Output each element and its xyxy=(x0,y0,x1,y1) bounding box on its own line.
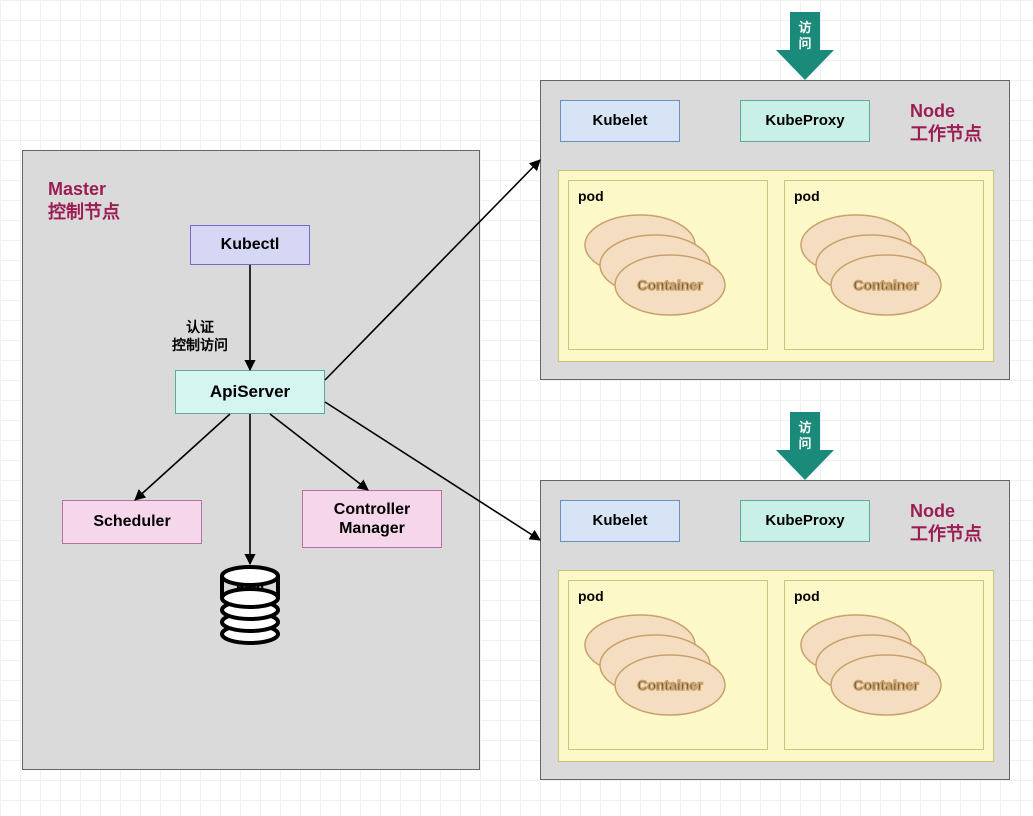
kubeproxy2-label: KubeProxy xyxy=(765,512,844,530)
apiserver-box: ApiServer xyxy=(175,370,325,414)
kubeproxy1-label: KubeProxy xyxy=(765,112,844,130)
access1-text: 访 xyxy=(798,20,811,35)
node2-title-line1: Node xyxy=(910,501,955,521)
node2-title-line2: 工作节点 xyxy=(910,524,982,544)
controller-box: Controller Manager xyxy=(302,490,442,548)
pod2a xyxy=(568,580,768,750)
etcd-label: Etcd xyxy=(236,580,264,595)
kubelet1-label: Kubelet xyxy=(592,112,647,130)
node1-title-line2: 工作节点 xyxy=(910,124,982,144)
kubectl-label: Kubectl xyxy=(221,235,280,254)
kubeproxy1-box: KubeProxy xyxy=(740,100,870,142)
pod2b xyxy=(784,580,984,750)
master-title: Master 控制节点 xyxy=(48,178,120,225)
kubelet2-label: Kubelet xyxy=(592,512,647,530)
scheduler-label: Scheduler xyxy=(93,512,170,531)
kubelet1-box: Kubelet xyxy=(560,100,680,142)
master-title-line1: Master xyxy=(48,179,106,199)
kubectl-box: Kubectl xyxy=(190,225,310,265)
access-arrow-2-icon: 访 问 xyxy=(776,412,834,480)
pod1a-label: pod xyxy=(578,188,604,204)
pod2a-label: pod xyxy=(578,588,604,604)
access2-text: 访 xyxy=(798,420,811,435)
controller-label: Controller Manager xyxy=(334,500,410,538)
node1-title: Node 工作节点 xyxy=(910,100,982,147)
pod1b-label: pod xyxy=(794,188,820,204)
access2-text2: 问 xyxy=(798,436,811,451)
access1-text2: 问 xyxy=(798,36,811,51)
auth-label-text: 认证 控制访问 xyxy=(172,319,228,353)
pod2b-label: pod xyxy=(794,588,820,604)
node2-title: Node 工作节点 xyxy=(910,500,982,547)
auth-label: 认证 控制访问 xyxy=(172,300,228,355)
master-title-line2: 控制节点 xyxy=(48,202,120,222)
scheduler-box: Scheduler xyxy=(62,500,202,544)
access-arrow-1-icon: 访 问 xyxy=(776,12,834,80)
apiserver-label: ApiServer xyxy=(210,382,290,402)
kubeproxy2-box: KubeProxy xyxy=(740,500,870,542)
pod1b xyxy=(784,180,984,350)
kubelet2-box: Kubelet xyxy=(560,500,680,542)
node1-title-line1: Node xyxy=(910,101,955,121)
pod1a xyxy=(568,180,768,350)
